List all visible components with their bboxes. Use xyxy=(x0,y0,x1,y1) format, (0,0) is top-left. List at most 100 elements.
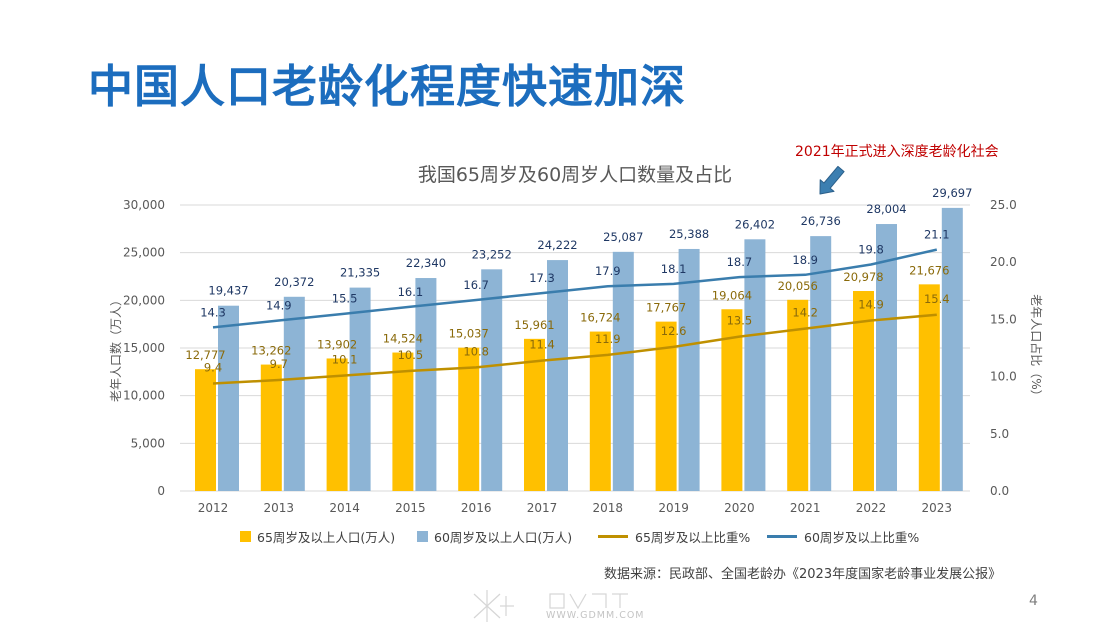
bar-60-population xyxy=(744,239,766,491)
x-tick-label: 2015 xyxy=(395,501,426,515)
gridlines xyxy=(180,204,970,492)
bar-60-population xyxy=(218,305,239,491)
x-tick-label: 2012 xyxy=(198,501,229,515)
y-axis-title: 老年人口数（万人） xyxy=(108,294,123,402)
bar-65-population xyxy=(458,347,480,491)
x-tick-label: 2016 xyxy=(461,501,492,515)
data-label-65-ratio: 14.2 xyxy=(792,306,818,320)
watermark-text: WWW.GDMM.COM xyxy=(546,610,645,621)
legend-swatch-65-population xyxy=(240,531,251,542)
legend-label-60-ratio: 60周岁及以上比重% xyxy=(804,530,920,545)
bar-60-population xyxy=(810,236,832,491)
bar-60-population xyxy=(283,296,305,491)
y-tick-label: 20,000 xyxy=(123,293,165,307)
data-label-60-ratio: 19.8 xyxy=(858,242,884,256)
data-label-60-population: 22,340 xyxy=(406,256,446,270)
legend-label-65-ratio: 65周岁及以上比重% xyxy=(635,530,751,545)
data-label-65-population: 17,767 xyxy=(646,301,686,315)
data-label-60-ratio: 16.7 xyxy=(463,278,489,292)
bar-60-population xyxy=(612,251,634,491)
annotation-arrow-icon xyxy=(819,165,845,195)
y-tick-label: 5,000 xyxy=(131,436,165,450)
y-tick-label: 30,000 xyxy=(123,198,165,212)
data-label-60-ratio: 14.3 xyxy=(200,305,226,319)
data-label-65-ratio: 11.9 xyxy=(595,332,621,346)
data-label-60-ratio: 18.9 xyxy=(792,253,818,267)
data-label-65-population: 20,056 xyxy=(778,279,818,293)
legend-swatch-60-ratio xyxy=(767,535,797,538)
x-tick-label: 2019 xyxy=(658,501,689,515)
data-label-60-ratio: 14.9 xyxy=(266,299,292,313)
data-label-60-population: 26,402 xyxy=(735,217,775,231)
data-label-60-population: 29,697 xyxy=(932,186,972,200)
data-label-65-population: 12,777 xyxy=(185,348,225,362)
data-label-65-ratio: 9.7 xyxy=(270,357,288,371)
data-label-60-ratio: 18.1 xyxy=(661,262,687,276)
data-label-65-ratio: 10.5 xyxy=(398,348,424,362)
bar-65-population xyxy=(787,299,809,491)
y2-axis-title: 老年人口占比（%） xyxy=(1029,294,1044,401)
bar-65-population xyxy=(326,358,348,491)
data-label-65-ratio: 11.4 xyxy=(529,338,555,352)
data-label-60-population: 25,087 xyxy=(603,230,643,244)
bar-65-population xyxy=(392,352,414,491)
bar-60-population xyxy=(349,287,371,491)
bar-65-population xyxy=(260,364,282,491)
data-label-60-ratio: 21.1 xyxy=(924,228,950,242)
data-label-65-population: 15,037 xyxy=(449,327,489,341)
data-label-60-population: 26,736 xyxy=(801,214,841,228)
data-label-60-population: 20,372 xyxy=(274,275,314,289)
bar-65-population xyxy=(589,331,611,491)
x-tick-label: 2014 xyxy=(329,501,360,515)
bar-65-population xyxy=(918,284,940,491)
y2-tick-label: 10.0 xyxy=(990,370,1017,384)
watermark: WWW.GDMM.COM xyxy=(470,588,670,624)
slide-title: 中国人口老龄化程度快速加深 xyxy=(88,60,687,113)
bar-65-population xyxy=(195,369,216,491)
x-tick-label: 2017 xyxy=(527,501,558,515)
watermark-logo-icon xyxy=(473,590,628,622)
data-label-60-ratio: 18.7 xyxy=(727,255,753,269)
y2-tick-label: 5.0 xyxy=(990,427,1009,441)
data-label-65-population: 13,262 xyxy=(251,344,291,358)
legend-label-65-population: 65周岁及以上人口(万人) xyxy=(257,530,396,545)
data-label-65-population: 16,724 xyxy=(580,311,620,325)
annotation-text: 2021年正式进入深度老龄化社会 xyxy=(795,144,999,160)
line-65-ratio xyxy=(212,313,937,385)
bar-65-population xyxy=(655,321,677,491)
y-tick-label: 0 xyxy=(157,484,165,498)
data-label-65-ratio: 15.4 xyxy=(924,292,950,306)
bar-60-population xyxy=(481,269,503,491)
legend-item-65-ratio: 65周岁及以上比重% xyxy=(598,527,750,546)
bar-60-population xyxy=(941,207,963,491)
legend-swatch-65-ratio xyxy=(598,535,628,538)
x-tick-label: 2021 xyxy=(790,501,821,515)
data-label-65-ratio: 12.6 xyxy=(661,324,687,338)
data-label-65-population: 19,064 xyxy=(712,288,752,302)
data-label-60-ratio: 17.3 xyxy=(529,271,555,285)
data-label-65-population: 14,524 xyxy=(383,332,423,346)
data-label-65-population: 21,676 xyxy=(909,263,949,277)
data-label-60-population: 24,222 xyxy=(537,238,577,252)
y-tick-label: 25,000 xyxy=(123,246,165,260)
bar-65-population xyxy=(524,338,545,491)
data-label-60-population: 25,388 xyxy=(669,227,709,241)
data-label-60-ratio: 17.9 xyxy=(595,264,621,278)
legend-swatch-60-population xyxy=(417,531,428,542)
data-label-65-ratio: 13.5 xyxy=(727,314,753,328)
legend-item-65-population: 65周岁及以上人口(万人) xyxy=(240,527,395,546)
bar-60-population xyxy=(678,248,700,491)
data-label-65-population: 20,978 xyxy=(843,270,883,284)
data-label-65-ratio: 14.9 xyxy=(858,298,884,312)
data-label-65-ratio: 10.8 xyxy=(463,344,489,358)
data-label-65-population: 15,961 xyxy=(514,318,554,332)
data-label-60-population: 23,252 xyxy=(472,247,512,261)
legend-item-60-ratio: 60周岁及以上比重% xyxy=(767,527,919,546)
y-tick-label: 15,000 xyxy=(123,341,165,355)
bar-65-population xyxy=(853,291,874,491)
data-label-60-population: 21,335 xyxy=(340,266,380,280)
data-label-65-population: 13,902 xyxy=(317,337,357,351)
y2-tick-label: 25.0 xyxy=(990,198,1017,212)
x-tick-label: 2020 xyxy=(724,501,755,515)
